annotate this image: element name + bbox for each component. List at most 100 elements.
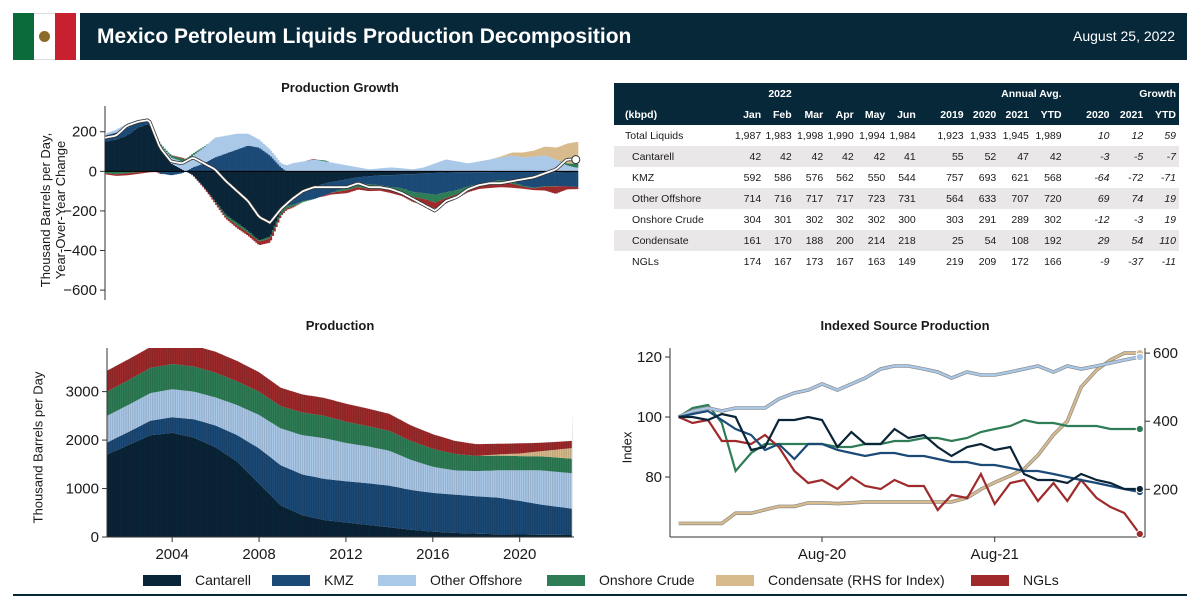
title-bar: Mexico Petroleum Liquids Production Deco… xyxy=(80,13,1187,60)
growth-bar-onshore-crude xyxy=(271,230,274,233)
growth-bar-ngls xyxy=(534,188,537,191)
table-cell: 1,989 xyxy=(1035,129,1062,142)
growth-bar-onshore-crude xyxy=(246,230,249,233)
growth-bar-other-offshore xyxy=(535,156,538,172)
growth-bar-other-offshore xyxy=(565,164,568,172)
legend-swatch xyxy=(272,574,310,586)
growth-bar-onshore-crude xyxy=(501,180,504,183)
growth-bar-kmz xyxy=(321,184,324,197)
growth-bar-cantarell xyxy=(385,171,388,176)
growth-bar-ngls xyxy=(387,189,390,193)
growth-bar-other-offshore xyxy=(469,162,472,172)
growth-bar-kmz xyxy=(165,171,168,175)
growth-bar-cantarell xyxy=(193,171,196,177)
growth-bar-ngls xyxy=(477,186,480,190)
growth-bar-ngls xyxy=(565,186,568,190)
legend-label: KMZ xyxy=(324,572,354,588)
growth-bar-ngls xyxy=(127,173,130,176)
area-mask xyxy=(107,342,574,444)
growth-bar-cantarell xyxy=(372,171,375,176)
growth-bar-kmz xyxy=(141,121,144,127)
growth-bar-cantarell xyxy=(178,167,181,172)
growth-bar-kmz xyxy=(176,171,179,175)
growth-bar-ngls xyxy=(359,187,362,190)
growth-bar-cantarell xyxy=(449,171,452,173)
growth-bar-cantarell xyxy=(446,171,449,173)
growth-bar-condensate xyxy=(524,152,527,158)
growth-bar-other-offshore xyxy=(257,139,260,148)
growth-bar-cantarell xyxy=(237,171,240,224)
growth-bar-ngls xyxy=(422,198,425,205)
growth-bar-cantarell xyxy=(376,171,379,176)
y-tick-label: −200 xyxy=(63,203,97,220)
growth-bar-onshore-crude xyxy=(293,203,296,206)
growth-bar-onshore-crude xyxy=(235,222,238,226)
growth-bar-kmz xyxy=(552,172,555,187)
growth-bar-ngls xyxy=(259,241,262,245)
growth-bar-onshore-crude xyxy=(526,186,529,188)
growth-bar-onshore-crude xyxy=(218,206,221,209)
growth-bar-other-offshore xyxy=(411,169,414,172)
table-col-growth-2021: 2021 xyxy=(1112,104,1147,125)
growth-bar-other-offshore xyxy=(460,162,463,172)
table-row-label: Onshore Crude xyxy=(632,213,704,226)
growth-bar-condensate xyxy=(541,147,544,156)
growth-bar-cantarell xyxy=(149,125,152,172)
legend-swatch xyxy=(547,574,585,586)
growth-bar-cantarell xyxy=(405,171,408,175)
growth-bar-kmz xyxy=(339,180,342,190)
growth-bar-cantarell xyxy=(422,171,425,174)
growth-bar-kmz xyxy=(504,171,507,181)
growth-bar-kmz xyxy=(356,177,359,184)
growth-bar-onshore-crude xyxy=(301,201,304,203)
growth-bar-kmz xyxy=(574,172,577,187)
growth-bar-onshore-crude xyxy=(457,189,460,194)
growth-bar-condensate xyxy=(502,155,505,157)
growth-bar-ngls xyxy=(334,192,337,195)
growth-bar-condensate xyxy=(552,147,555,159)
growth-bar-other-offshore xyxy=(438,161,441,172)
growth-bar-kmz xyxy=(275,162,278,172)
growth-bar-kmz xyxy=(301,191,304,202)
growth-bar-ngls xyxy=(288,207,291,209)
growth-bar-condensate xyxy=(550,147,553,158)
growth-bar-other-offshore xyxy=(365,168,368,172)
growth-bar-ngls xyxy=(381,189,384,192)
growth-bar-ngls xyxy=(224,215,227,218)
table-cell: 302 xyxy=(1044,213,1062,226)
growth-bar-ngls xyxy=(238,227,241,231)
growth-bar-other-offshore xyxy=(425,166,428,172)
growth-bar-ngls xyxy=(391,190,394,194)
growth-bar-kmz xyxy=(222,154,225,172)
growth-bar-kmz xyxy=(216,156,219,172)
growth-bar-onshore-crude xyxy=(455,190,458,195)
growth-bar-other-offshore xyxy=(398,168,401,172)
growth-bar-other-offshore xyxy=(110,131,113,134)
growth-bar-ngls xyxy=(200,184,203,186)
total-growth-line xyxy=(104,119,576,224)
growth-bar-kmz xyxy=(567,172,570,187)
growth-bar-other-offshore xyxy=(216,137,219,157)
growth-bar-ngls xyxy=(524,187,527,190)
growth-bar-cantarell xyxy=(347,171,350,180)
table-cell: 302 xyxy=(805,213,824,226)
table-cell: 564 xyxy=(918,188,967,209)
growth-bar-ngls xyxy=(136,172,139,175)
growth-bar-onshore-crude xyxy=(295,203,298,205)
growth-bar-cantarell xyxy=(128,133,131,172)
growth-bar-kmz xyxy=(539,172,542,187)
table-cell: 1,987 xyxy=(734,129,762,142)
growth-bar-cantarell xyxy=(330,171,333,183)
growth-bar-other-offshore xyxy=(391,167,394,172)
growth-bar-kmz xyxy=(550,172,553,187)
growth-bar-other-offshore xyxy=(242,133,245,148)
growth-bar-other-offshore xyxy=(348,165,351,172)
table-cell: 707 xyxy=(999,188,1032,209)
growth-bar-cantarell xyxy=(556,171,559,173)
table-cell: 192 xyxy=(1031,230,1065,251)
growth-bar-kmz xyxy=(431,173,434,195)
growth-bar-ngls xyxy=(244,230,247,234)
growth-bar-kmz xyxy=(576,172,579,187)
growth-bar-ngls xyxy=(312,159,315,160)
growth-bar-onshore-crude xyxy=(106,171,109,174)
